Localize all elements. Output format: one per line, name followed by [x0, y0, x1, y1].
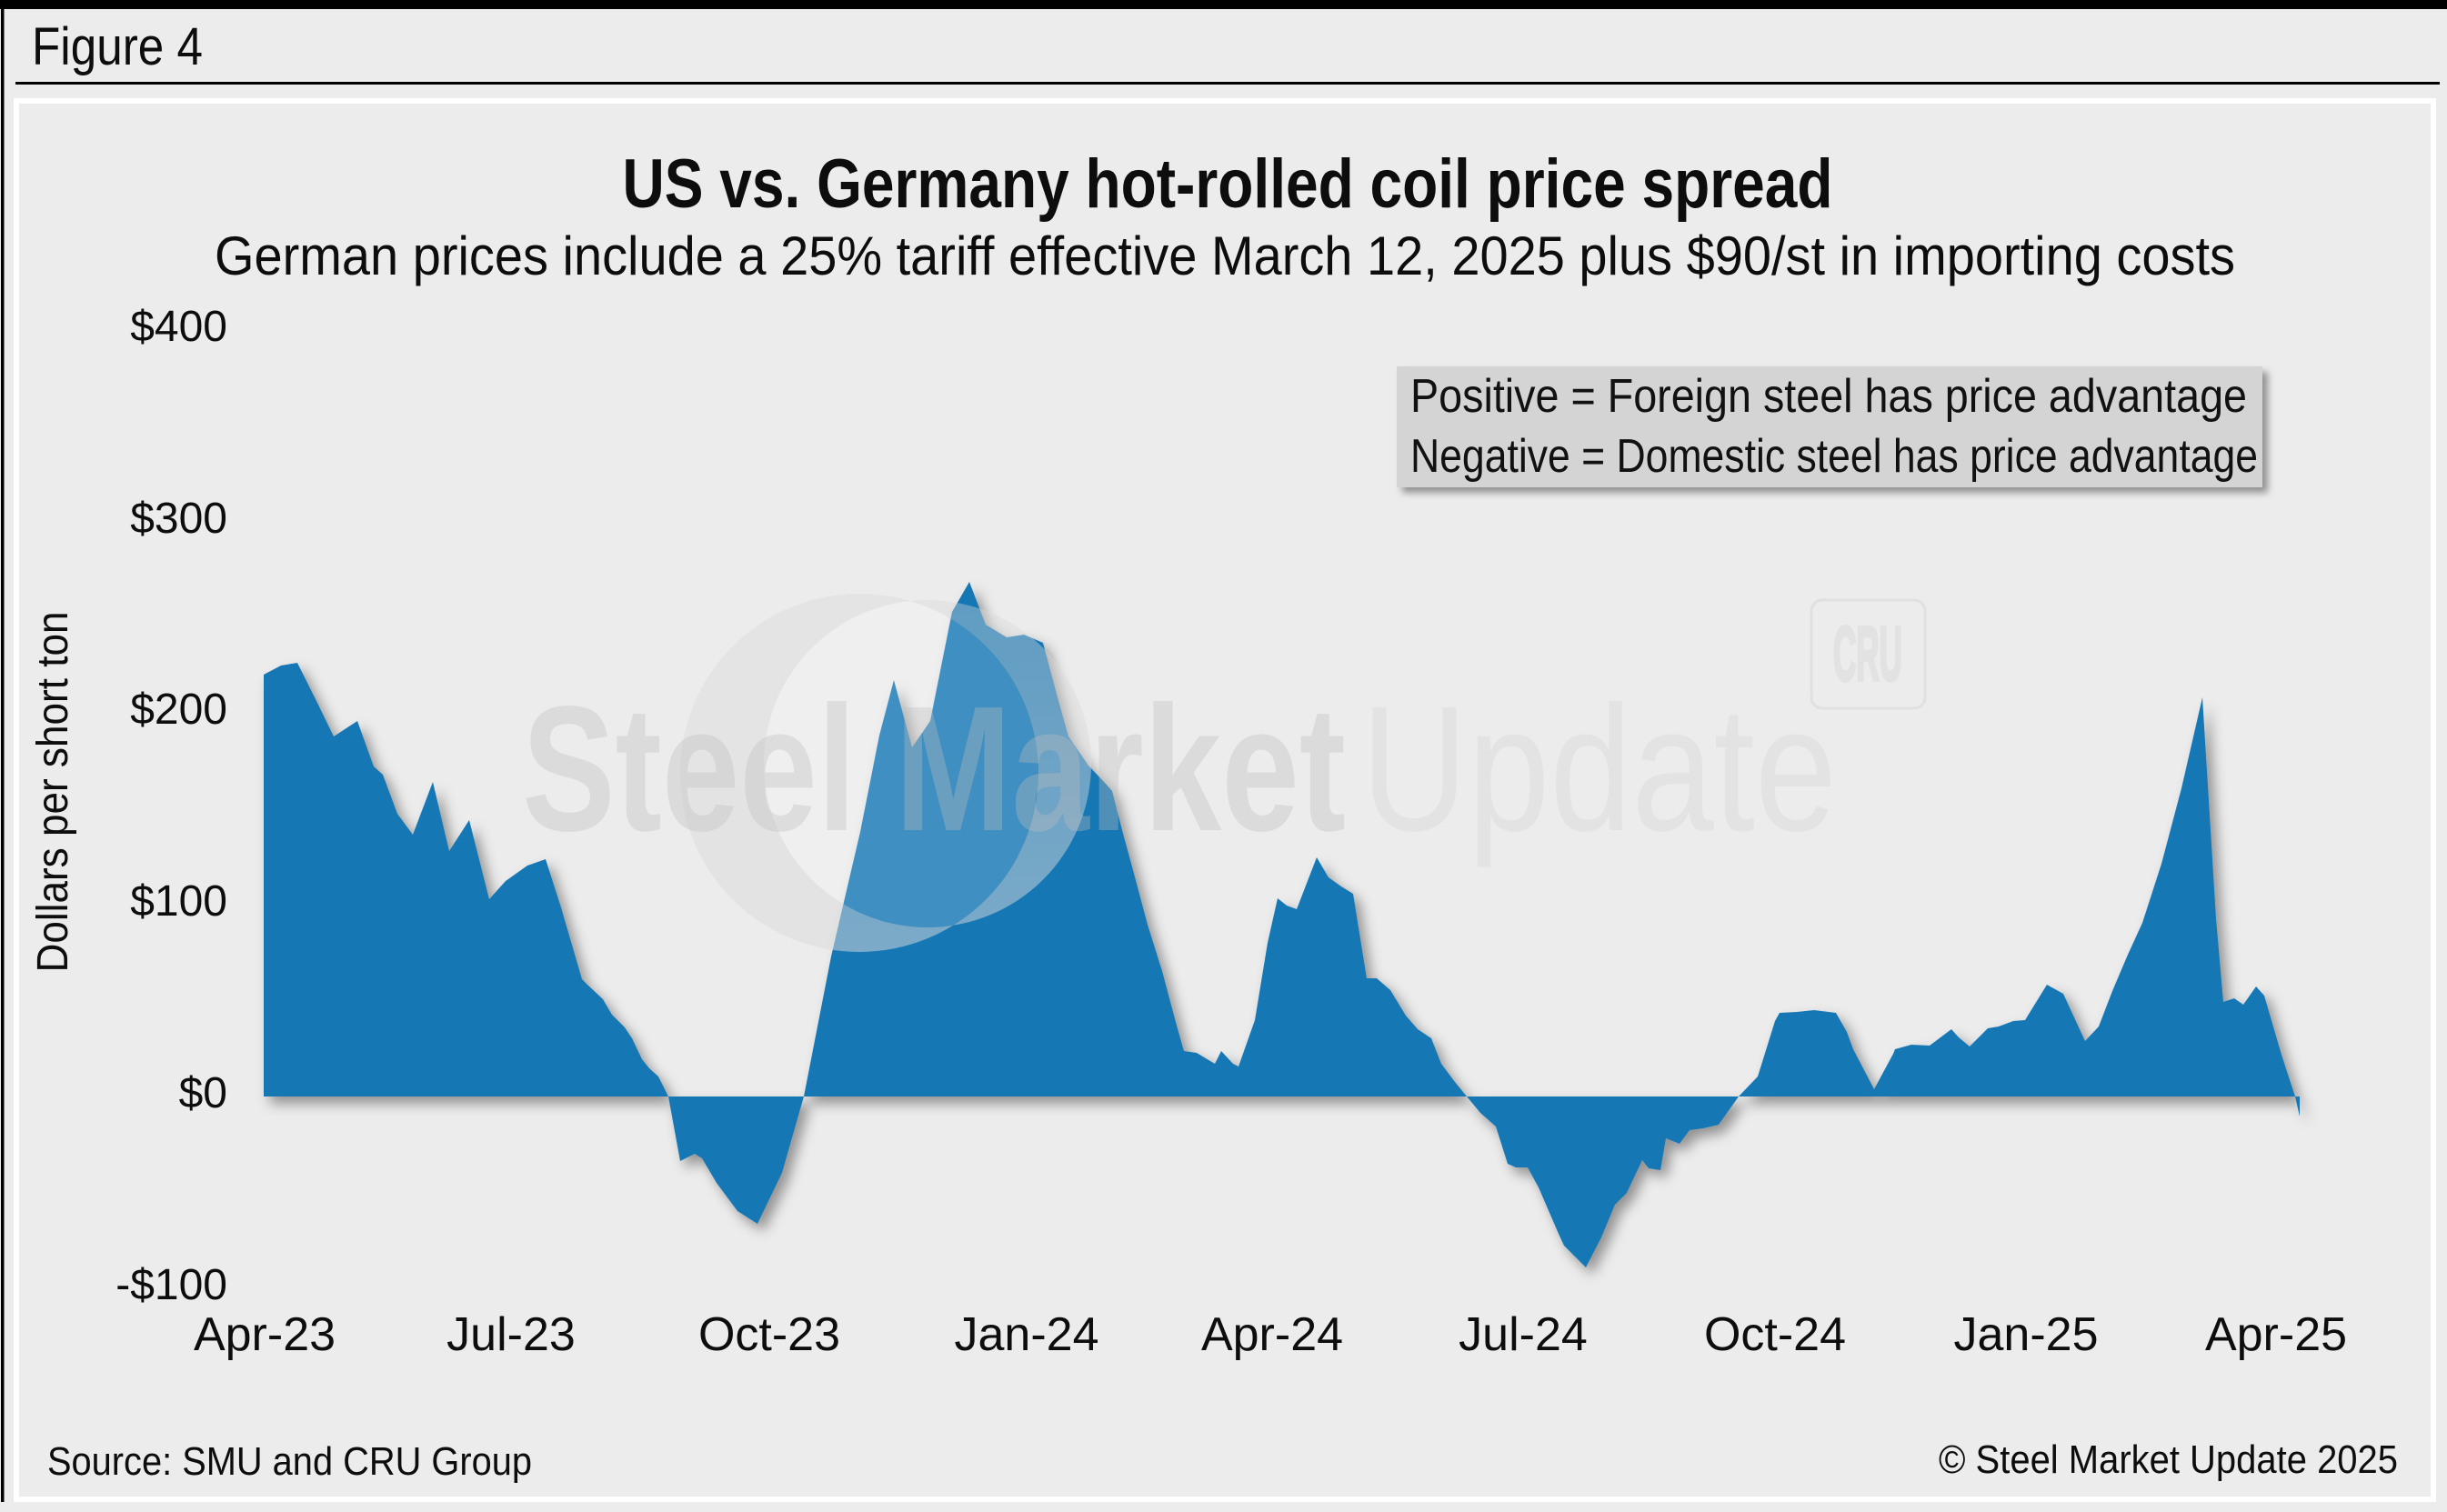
svg-text:German prices include a 25% ta: German prices include a 25% tariff effec…: [215, 225, 2235, 286]
svg-text:$0: $0: [179, 1069, 227, 1117]
svg-text:Update: Update: [1361, 669, 1837, 868]
svg-text:$200: $200: [130, 686, 227, 734]
svg-text:Jan-25: Jan-25: [1954, 1308, 2099, 1361]
svg-text:Steel Market: Steel Market: [522, 669, 1346, 868]
svg-text:CRU: CRU: [1833, 611, 1902, 696]
svg-text:Jan-24: Jan-24: [955, 1308, 1099, 1361]
svg-text:Negative = Domestic steel has: Negative = Domestic steel has price adva…: [1410, 430, 2258, 483]
svg-text:Dollars per short ton: Dollars per short ton: [29, 612, 77, 973]
svg-text:Figure 4: Figure 4: [32, 17, 203, 76]
svg-text:Apr-25: Apr-25: [2205, 1308, 2347, 1361]
svg-text:Source: SMU and CRU Group: Source: SMU and CRU Group: [47, 1439, 532, 1484]
svg-text:-$100: -$100: [115, 1261, 227, 1309]
svg-text:Jul-24: Jul-24: [1459, 1308, 1588, 1361]
svg-text:$300: $300: [130, 495, 227, 543]
svg-text:Positive = Foreign steel has p: Positive = Foreign steel has price advan…: [1410, 370, 2247, 423]
svg-text:Apr-24: Apr-24: [1201, 1308, 1343, 1361]
svg-text:© Steel Market Update 2025: © Steel Market Update 2025: [1939, 1437, 2398, 1482]
svg-text:Oct-24: Oct-24: [1704, 1308, 1846, 1361]
svg-text:Jul-23: Jul-23: [446, 1308, 576, 1361]
svg-text:$100: $100: [130, 877, 227, 926]
svg-text:Apr-23: Apr-23: [194, 1308, 336, 1361]
svg-text:$400: $400: [130, 303, 227, 351]
svg-text:US vs. Germany hot-rolled coil: US vs. Germany hot-rolled coil price spr…: [623, 145, 1833, 223]
svg-text:Oct-23: Oct-23: [698, 1308, 840, 1361]
